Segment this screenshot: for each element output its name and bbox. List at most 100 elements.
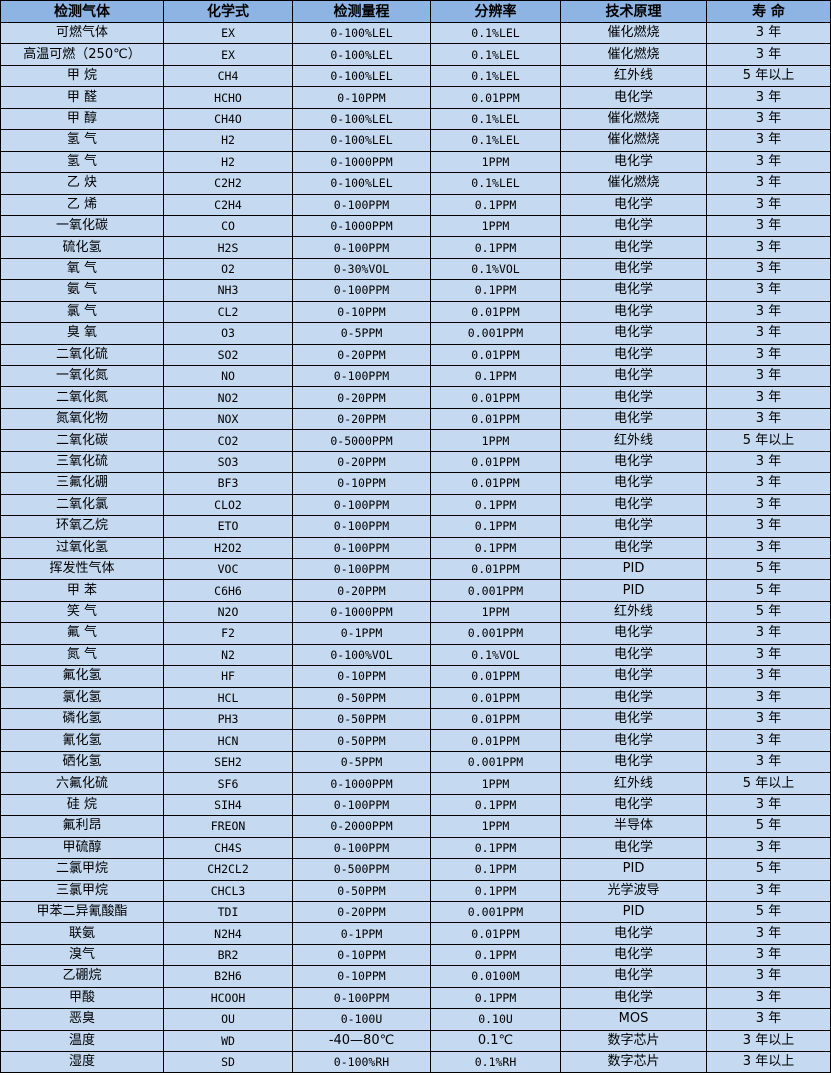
cell-lifespan: 3 年	[706, 707, 831, 731]
cell-resolution: 0.1PPM	[430, 364, 561, 388]
cell-gas: 笑 气	[0, 600, 164, 624]
cell-gas: 氨 气	[0, 279, 164, 302]
table-row: 氯 气 CL2 0-10PPM 0.01PPM 电化学 3 年	[0, 300, 831, 324]
cell-resolution: 0.1%LEL	[430, 129, 561, 152]
table-row: 氮 气 N2 0-100%VOL 0.1%VOL 电化学 3 年	[0, 643, 831, 667]
cell-resolution: 0.1%VOL	[430, 257, 561, 281]
cell-formula: OU	[163, 1008, 293, 1031]
table-row: 三氯甲烷 CHCL3 0-50PPM 0.1PPM 光学波导 3 年	[0, 879, 831, 902]
cell-gas: 一氧化碳	[0, 214, 164, 238]
cell-gas: 可燃气体	[0, 21, 164, 45]
header-gas: 检测气体	[0, 0, 164, 23]
cell-resolution: 0.001PPM	[430, 622, 561, 645]
cell-formula: SIH4	[163, 793, 293, 817]
cell-lifespan: 3 年	[706, 343, 831, 367]
cell-principle: 电化学	[560, 150, 707, 174]
cell-gas: 甲苯二异氰酸酯	[0, 900, 164, 924]
cell-range: 0-100%LEL	[292, 43, 431, 66]
cell-range: 0-20PPM	[292, 450, 431, 474]
table-row: 氢 气 H2 0-100%LEL 0.1%LEL 催化燃烧 3 年	[0, 129, 831, 152]
cell-resolution: 0.01PPM	[430, 343, 561, 367]
cell-formula: EX	[163, 43, 293, 66]
cell-resolution: 0.1PPM	[430, 193, 561, 216]
cell-gas: 一氧化氮	[0, 364, 164, 388]
cell-range: 0-20PPM	[292, 386, 431, 409]
cell-principle: 电化学	[560, 836, 707, 860]
cell-lifespan: 5 年	[706, 600, 831, 624]
cell-principle: 电化学	[560, 300, 707, 324]
header-lifespan: 寿 命	[706, 0, 831, 23]
cell-gas: 挥发性气体	[0, 557, 164, 581]
cell-lifespan: 3 年	[706, 386, 831, 409]
cell-lifespan: 3 年	[706, 879, 831, 902]
cell-range: 0-10PPM	[292, 943, 431, 967]
cell-formula: C2H2	[163, 172, 293, 195]
cell-range: 0-100PPM	[292, 557, 431, 581]
cell-formula: HF	[163, 665, 293, 688]
cell-formula: VOC	[163, 557, 293, 581]
cell-formula: CLO2	[163, 493, 293, 517]
cell-resolution: 0.1%LEL	[430, 172, 561, 195]
table-row: 氢 气 H2 0-1000PPM 1PPM 电化学 3 年	[0, 150, 831, 174]
table-row: 恶臭 OU 0-100U 0.10U MOS 3 年	[0, 1008, 831, 1031]
cell-resolution: 0.01PPM	[430, 450, 561, 474]
cell-resolution: 0.1%VOL	[430, 643, 561, 667]
cell-lifespan: 3 年	[706, 536, 831, 559]
table-row: 硅 烷 SIH4 0-100PPM 0.1PPM 电化学 3 年	[0, 793, 831, 817]
cell-formula: B2H6	[163, 965, 293, 988]
table-row: 硒化氢 SEH2 0-5PPM 0.001PPM 电化学 3 年	[0, 750, 831, 774]
cell-gas: 乙硼烷	[0, 965, 164, 988]
table-row: 过氧化氢 H2O2 0-100PPM 0.1PPM 电化学 3 年	[0, 536, 831, 559]
cell-gas: 氧 气	[0, 257, 164, 281]
cell-range: 0-2000PPM	[292, 815, 431, 838]
cell-gas: 氢 气	[0, 150, 164, 174]
cell-lifespan: 5 年	[706, 858, 831, 881]
cell-principle: PID	[560, 579, 707, 602]
cell-principle: 红外线	[560, 429, 707, 452]
table-row: 一氧化碳 CO 0-1000PPM 1PPM 电化学 3 年	[0, 214, 831, 238]
table-row: 氟利昂 FREON 0-2000PPM 1PPM 半导体 5 年	[0, 815, 831, 838]
cell-principle: 电化学	[560, 750, 707, 774]
table-row: 甲苯二异氰酸酯 TDI 0-20PPM 0.001PPM PID 5 年	[0, 900, 831, 924]
cell-principle: 光学波导	[560, 879, 707, 902]
cell-range: 0-10PPM	[292, 965, 431, 988]
cell-resolution: 0.001PPM	[430, 750, 561, 774]
cell-principle: 电化学	[560, 450, 707, 474]
cell-lifespan: 3 年	[706, 300, 831, 324]
table-body: 可燃气体 EX 0-100%LEL 0.1%LEL 催化燃烧 3 年高温可燃（250℃） E…	[0, 21, 831, 1074]
cell-principle: MOS	[560, 1008, 707, 1031]
table-row: 二氧化硫 SO2 0-20PPM 0.01PPM 电化学 3 年	[0, 343, 831, 367]
table-row: 湿度 SD 0-100%RH 0.1%RH 数字芯片 3 年以上	[0, 1050, 831, 1074]
table-row: 氯化氢 HCL 0-50PPM 0.01PPM 电化学 3 年	[0, 686, 831, 710]
cell-formula: CO	[163, 214, 293, 238]
cell-gas: 甲 醛	[0, 86, 164, 109]
cell-resolution: 0.01PPM	[430, 729, 561, 752]
cell-range: 0-100%LEL	[292, 21, 431, 45]
cell-principle: 电化学	[560, 965, 707, 988]
cell-lifespan: 3 年	[706, 322, 831, 345]
cell-lifespan: 5 年以上	[706, 429, 831, 452]
cell-lifespan: 3 年	[706, 21, 831, 45]
cell-formula: BF3	[163, 472, 293, 495]
cell-principle: 电化学	[560, 622, 707, 645]
cell-principle: 半导体	[560, 815, 707, 838]
cell-resolution: 0.1PPM	[430, 858, 561, 881]
cell-lifespan: 3 年	[706, 214, 831, 238]
table-row: 六氟化硫 SF6 0-1000PPM 1PPM 红外线 5 年以上	[0, 772, 831, 795]
cell-range: 0-100PPM	[292, 364, 431, 388]
cell-range: 0-100%LEL	[292, 64, 431, 88]
cell-resolution: 1PPM	[430, 429, 561, 452]
cell-gas: 溴气	[0, 943, 164, 967]
cell-resolution: 0.1℃	[430, 1029, 561, 1053]
table-row: 氨 气 NH3 0-100PPM 0.1PPM 电化学 3 年	[0, 279, 831, 302]
cell-range: -40—80℃	[292, 1029, 431, 1053]
table-row: 甲 醛 HCHO 0-10PPM 0.01PPM 电化学 3 年	[0, 86, 831, 109]
cell-gas: 二氧化碳	[0, 429, 164, 452]
cell-principle: 电化学	[560, 793, 707, 817]
cell-resolution: 0.01PPM	[430, 472, 561, 495]
cell-range: 0-1000PPM	[292, 772, 431, 795]
cell-resolution: 0.1%LEL	[430, 107, 561, 131]
cell-range: 0-100PPM	[292, 193, 431, 216]
cell-resolution: 0.1PPM	[430, 279, 561, 302]
cell-lifespan: 3 年	[706, 279, 831, 302]
